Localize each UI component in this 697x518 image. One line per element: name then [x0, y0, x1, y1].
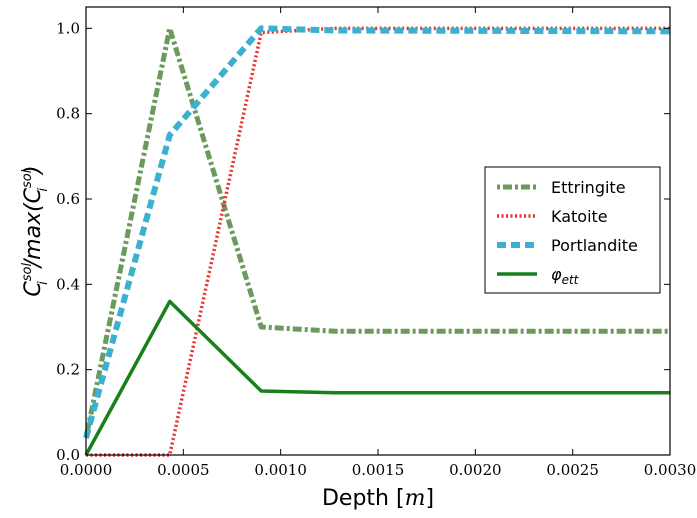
y-tick-label: 1.0 — [56, 19, 80, 37]
x-tick-label: 0.0015 — [352, 461, 405, 479]
legend-box — [484, 166, 661, 294]
x-tick-label: 0.0005 — [157, 461, 210, 479]
y-axis-label: Csoli/max(Csoli) — [20, 165, 51, 296]
x-tick-label: 0.0030 — [644, 461, 697, 479]
series-line-0 — [83, 25, 670, 439]
series-line-2 — [83, 25, 671, 439]
x-axis-label: Depth [m] — [322, 486, 434, 511]
x-tick-label: 0.0020 — [449, 461, 502, 479]
legend-label-0: Ettringite — [551, 178, 626, 197]
x-tick-label: 0.0025 — [546, 461, 599, 479]
legend-label-1: Katoite — [551, 207, 608, 226]
y-tick-label: 0.2 — [56, 361, 80, 379]
x-tick-label: 0.0000 — [60, 461, 113, 479]
y-tick-label: 0.8 — [56, 105, 80, 123]
legend-label-2: Portlandite — [551, 236, 638, 255]
series-line-3 — [84, 299, 670, 456]
y-tick-label: 0.4 — [56, 275, 80, 293]
ticks-layer: 0.0000 0.0005 0.0010 0.0015 0.0020 0.0025 0.00… — [56, 7, 696, 479]
y-tick-label: 0.6 — [56, 190, 80, 208]
y-tick-label: 0.0 — [56, 446, 80, 464]
x-tick-label: 0.0010 — [254, 461, 307, 479]
